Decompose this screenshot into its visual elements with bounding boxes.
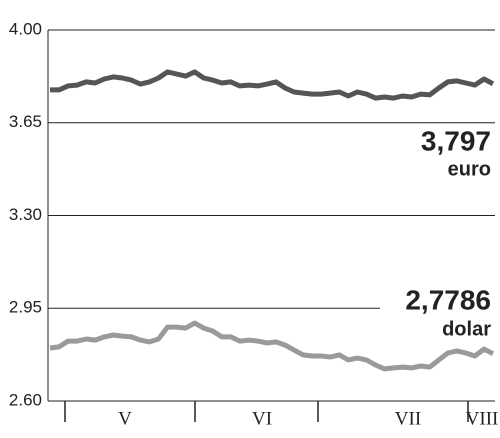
x-tick-label: VII — [395, 408, 421, 429]
y-tick-label: 3.30 — [9, 205, 42, 224]
x-tick-label: VIII — [466, 408, 499, 429]
label-bg — [380, 125, 495, 161]
value-label: 3,797 — [421, 125, 491, 156]
x-tick-label: V — [118, 408, 132, 429]
y-tick-label: 3.65 — [9, 112, 42, 131]
value-label: 2,7786 — [405, 284, 491, 315]
line-series — [49, 320, 495, 372]
x-tick-label: VI — [252, 408, 272, 429]
line-series — [50, 69, 495, 101]
y-tick-label: 4.00 — [9, 19, 42, 38]
y-tick-label: 2.60 — [9, 390, 42, 409]
series-name: dolar — [442, 318, 491, 340]
label-bg — [380, 284, 495, 320]
series-name: euro — [448, 158, 491, 180]
y-tick-label: 2.95 — [9, 298, 42, 317]
